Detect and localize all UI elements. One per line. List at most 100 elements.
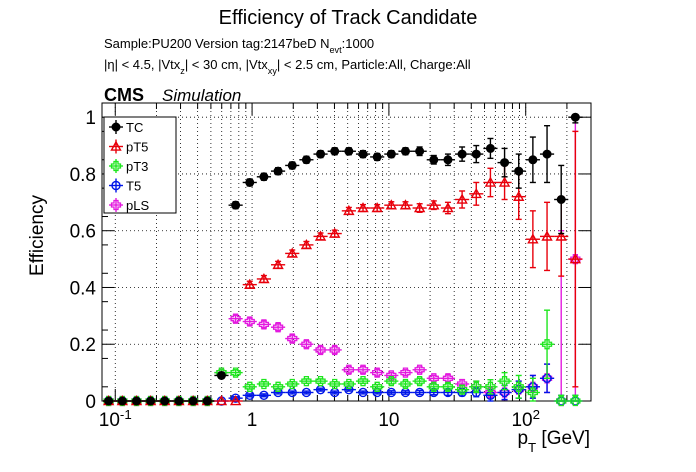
data-point-pls [527, 381, 539, 392]
data-point-tc [514, 166, 524, 176]
data-point-pt5 [413, 202, 426, 213]
data-point-pls [272, 322, 284, 333]
series-pt3 [103, 309, 583, 407]
data-point-tc [104, 396, 114, 406]
legend-marker [110, 199, 122, 211]
sample-info: Sample:PU200 Version tag:2147beD Nevt:10… [104, 36, 374, 55]
data-point-tc [485, 143, 495, 153]
data-point-pt3 [513, 381, 524, 392]
x-tick-label: 102 [511, 407, 540, 432]
data-point-pt5 [569, 253, 582, 264]
data-point-tc [259, 172, 269, 182]
data-point-pt5 [286, 247, 298, 258]
data-point-tc [245, 177, 255, 187]
data-point-tc [330, 146, 340, 156]
data-point-pt5 [314, 230, 327, 241]
data-point-pt3 [329, 378, 340, 390]
data-point-tc [216, 370, 226, 380]
data-point-pt3 [301, 375, 312, 387]
data-point-pt3 [287, 378, 298, 390]
legend-marker [110, 140, 122, 151]
data-point-pt3 [258, 378, 270, 390]
data-point-pt3 [400, 378, 411, 390]
data-point-pt3 [442, 381, 454, 392]
cuts-info: |η| < 4.5, |Vtxz| < 30 cm, |Vtxxy| < 2.5… [104, 57, 471, 76]
data-point-pt3 [386, 375, 397, 387]
data-point-t5 [358, 387, 368, 398]
data-point-pt5 [215, 395, 228, 406]
data-point-t5 [386, 387, 397, 398]
data-point-pt5 [244, 278, 256, 289]
y-tick-label: 0.4 [70, 278, 97, 299]
data-point-tc [500, 158, 510, 168]
data-point-tc [443, 155, 453, 165]
y-tick-label: 1 [85, 108, 96, 129]
data-point-pt3 [456, 384, 468, 395]
data-point-tc [471, 149, 481, 159]
data-point-tc [528, 155, 538, 165]
data-point-pls [230, 313, 241, 324]
x-axis-label: pT [GeV] [517, 428, 590, 455]
data-point-pt3 [315, 375, 326, 387]
data-point-pls [343, 364, 355, 375]
data-point-pt5 [229, 395, 242, 406]
y-tick-label: 0.6 [70, 222, 96, 243]
legend-label-pt3: pT3 [126, 159, 148, 174]
data-point-t5 [230, 393, 241, 403]
data-point-tc [231, 200, 241, 210]
data-point-pt3 [343, 378, 355, 390]
data-point-tc [457, 149, 467, 159]
legend-marker [110, 160, 122, 172]
data-point-pt3 [527, 387, 539, 398]
data-point-tc [542, 149, 552, 159]
data-point-pls [400, 367, 411, 378]
data-point-pt3 [244, 381, 255, 392]
data-point-pt5 [484, 176, 497, 187]
cms-sublabel: Simulation [162, 86, 241, 105]
data-point-pls [499, 387, 510, 398]
y-tick-label: 0 [85, 392, 96, 413]
data-point-tc [188, 396, 198, 406]
data-point-tc [287, 160, 297, 170]
data-point-tc [570, 112, 580, 122]
data-point-tc [117, 396, 127, 406]
data-point-pt5 [357, 202, 369, 213]
grid-lines [102, 103, 591, 402]
data-point-tc [429, 155, 439, 165]
data-point-pt5 [258, 273, 270, 284]
data-point-pls [315, 344, 326, 356]
data-point-pls [541, 373, 553, 384]
data-point-pt3 [414, 375, 425, 387]
data-point-pt5 [371, 202, 383, 213]
data-point-pt3 [541, 339, 553, 350]
x-tick-label: 1 [247, 410, 258, 431]
data-point-pt3 [272, 381, 284, 392]
data-point-pt5 [428, 199, 440, 210]
data-point-pt3 [471, 381, 482, 392]
data-point-tc [415, 146, 425, 156]
y-axis-label: Efficiency [27, 195, 48, 276]
data-point-tc [146, 396, 156, 406]
legend-label-tc: TC [126, 120, 143, 135]
data-point-pt5 [442, 202, 454, 213]
x-tick-label: 10-1 [99, 407, 132, 432]
data-point-pt5 [470, 187, 482, 199]
data-point-tc [174, 396, 184, 406]
legend-marker [111, 180, 121, 191]
data-point-pt5 [399, 199, 412, 210]
data-point-pls [414, 364, 425, 375]
data-point-pt3 [556, 395, 567, 407]
data-point-pls [386, 370, 397, 381]
legend-label-pls: pLS [126, 198, 149, 213]
data-point-tc [556, 194, 566, 204]
data-point-pt5 [498, 176, 511, 187]
data-point-tc [301, 155, 311, 165]
legend: TC pT5 pT3 T5 pLS [103, 116, 177, 214]
data-point-pt3 [428, 381, 439, 392]
data-point-pt5 [272, 258, 284, 270]
data-point-tc [344, 146, 354, 156]
data-point-pls [372, 367, 383, 378]
data-point-tc [273, 166, 283, 176]
data-point-pt5 [555, 230, 567, 241]
